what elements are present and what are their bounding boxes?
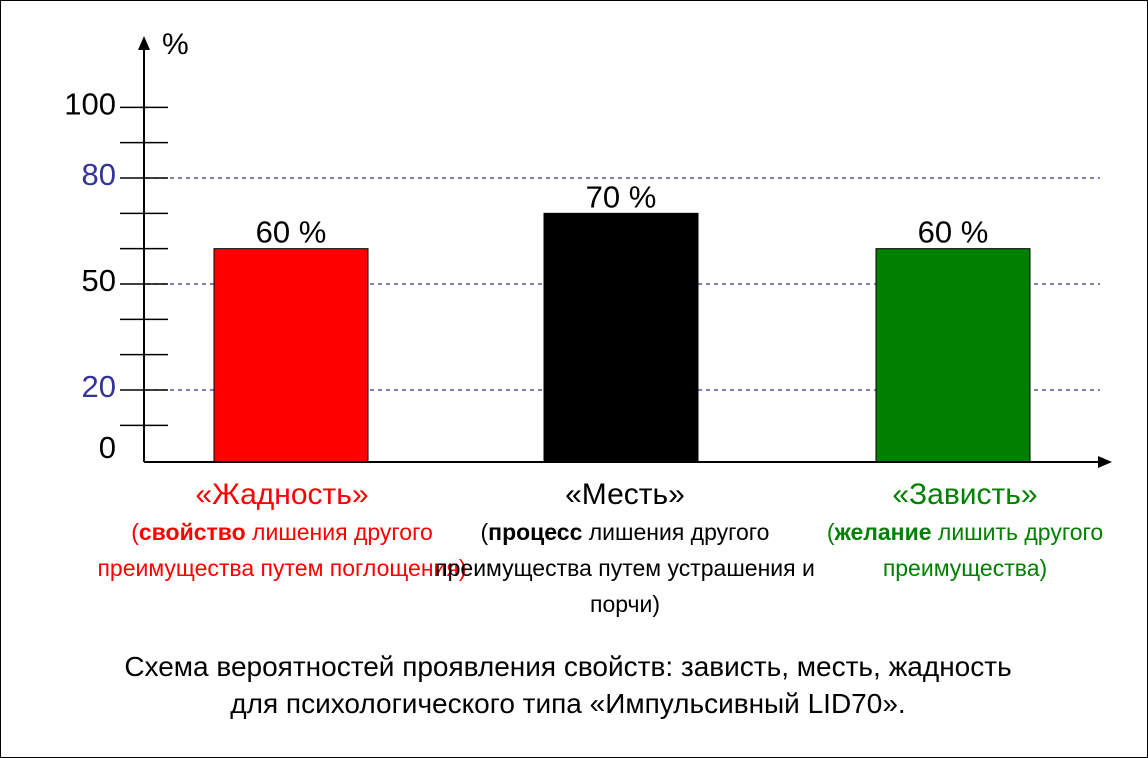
bar-2 xyxy=(875,248,1031,463)
bar-value-labels: 60 % 70 % 60 % xyxy=(256,179,989,249)
y-tick-label-0: 0 xyxy=(99,430,116,465)
y-tick-labels: 0 20 50 80 100 xyxy=(64,86,116,465)
y-axis-unit: % xyxy=(162,28,189,61)
category-label-greed: «Жадность» (свойство лишения другого пре… xyxy=(72,476,492,586)
bar-0 xyxy=(213,248,369,463)
category-description: (свойство лишения другого преимущества п… xyxy=(97,519,467,581)
bar-1 xyxy=(543,212,699,463)
bars xyxy=(213,212,1031,463)
y-tick-label-80: 80 xyxy=(82,157,116,192)
category-name: «Зависть» xyxy=(892,478,1038,511)
category-label-revenge: «Месть» (процесс лишения другого преимущ… xyxy=(430,476,820,622)
y-axis-arrow xyxy=(138,36,150,50)
bar-value-label-2: 60 % xyxy=(918,215,989,250)
y-tick-label-20: 20 xyxy=(82,369,116,404)
caption-line-2: для психологического типа «Импульсивный … xyxy=(230,688,906,719)
caption-line-1: Схема вероятностей проявления свойств: з… xyxy=(124,651,1012,682)
category-description: (желание лишить другого преимущества) xyxy=(826,519,1104,581)
category-name: «Жадность» xyxy=(195,478,369,511)
category-description: (процесс лишения другого преимущества пу… xyxy=(435,519,815,617)
category-label-envy: «Зависть» (желание лишить другого преиму… xyxy=(800,476,1130,586)
y-tick-label-100: 100 xyxy=(64,86,116,121)
bar-value-label-1: 70 % xyxy=(586,179,657,214)
x-axis-arrow xyxy=(1098,456,1112,468)
category-name: «Месть» xyxy=(565,478,685,511)
bar-value-label-0: 60 % xyxy=(256,215,327,250)
y-tick-label-50: 50 xyxy=(82,263,116,298)
chart-caption: Схема вероятностей проявления свойств: з… xyxy=(0,648,1136,722)
